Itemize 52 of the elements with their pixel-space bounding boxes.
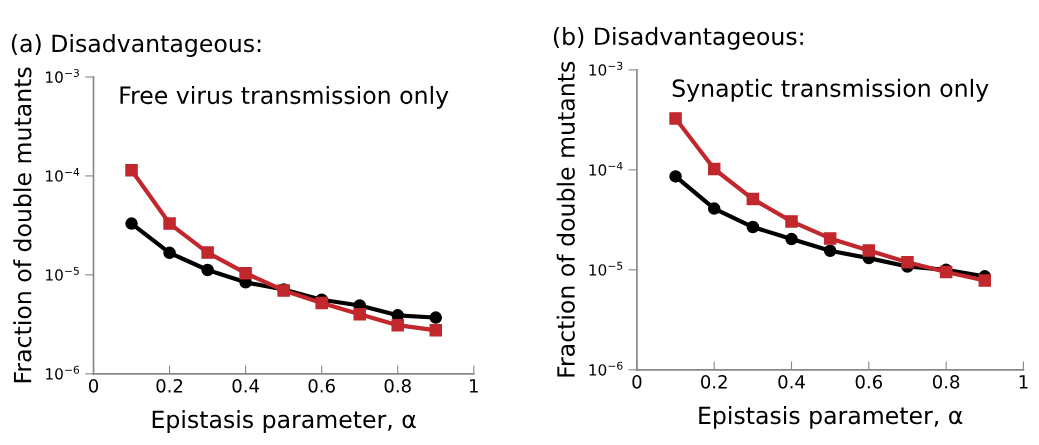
point — [163, 246, 176, 260]
x-tick-label: 0 — [632, 374, 642, 389]
point — [163, 217, 176, 230]
y-tick-label: 10$^{−4}$ — [589, 161, 623, 176]
point — [353, 307, 366, 321]
point — [429, 311, 443, 324]
x-tick-label: 0.2 — [701, 374, 727, 389]
x-tick-label: 0.6 — [855, 374, 883, 389]
y-tick-label: 10$^{−3}$ — [589, 61, 623, 76]
point — [785, 232, 798, 246]
point — [901, 256, 914, 269]
point — [201, 263, 214, 277]
point — [125, 217, 138, 230]
y-tick-label: 10$^{−6}$ — [46, 365, 80, 380]
point — [978, 274, 992, 287]
point — [669, 170, 682, 183]
point — [239, 266, 252, 280]
x-tick-label: 1 — [1019, 375, 1028, 389]
x-tick-label: 0.6 — [308, 378, 335, 393]
y-tick-label: 10$^{−5}$ — [589, 261, 623, 276]
point — [746, 192, 760, 206]
chart-subtitle: Synaptic transmission only — [672, 78, 989, 102]
y-axis-title: Fraction of double mutants — [556, 61, 575, 377]
x-tick-label: 0.4 — [778, 374, 805, 389]
point — [785, 215, 798, 228]
y-tick-label: 10$^{−5}$ — [46, 266, 79, 281]
chart-title: (a) Disadvantageous: — [11, 34, 261, 57]
y-tick-label: 10$^{−3}$ — [46, 68, 79, 83]
x-tick-label: 0.2 — [156, 378, 183, 393]
point — [201, 246, 214, 259]
x-tick-label: 0.8 — [932, 374, 960, 389]
x-axis-title: Epistasis parameter, α — [699, 406, 963, 429]
x-tick-label: 0 — [88, 378, 99, 393]
point — [125, 164, 138, 177]
point — [823, 244, 837, 258]
point — [707, 162, 721, 176]
point — [669, 112, 682, 125]
y-tick-label: 10$^{−4}$ — [46, 167, 80, 182]
x-tick-label: 0.4 — [232, 378, 259, 393]
point — [391, 318, 404, 332]
point — [429, 324, 443, 337]
point — [707, 202, 721, 215]
y-axis-title: Fraction of double mutants — [13, 67, 32, 383]
point — [823, 232, 837, 245]
point — [862, 244, 876, 257]
x-tick-label: 1 — [470, 379, 478, 393]
y-tick-label: 10$^{−6}$ — [589, 361, 623, 376]
x-tick-label: 0.8 — [384, 378, 411, 393]
x-axis-title: Epistasis parameter, α — [152, 410, 416, 433]
chart-title: (b) Disadvantageous: — [553, 26, 803, 50]
point — [746, 220, 760, 234]
chart-subtitle: Free virus transmission only — [120, 85, 449, 109]
